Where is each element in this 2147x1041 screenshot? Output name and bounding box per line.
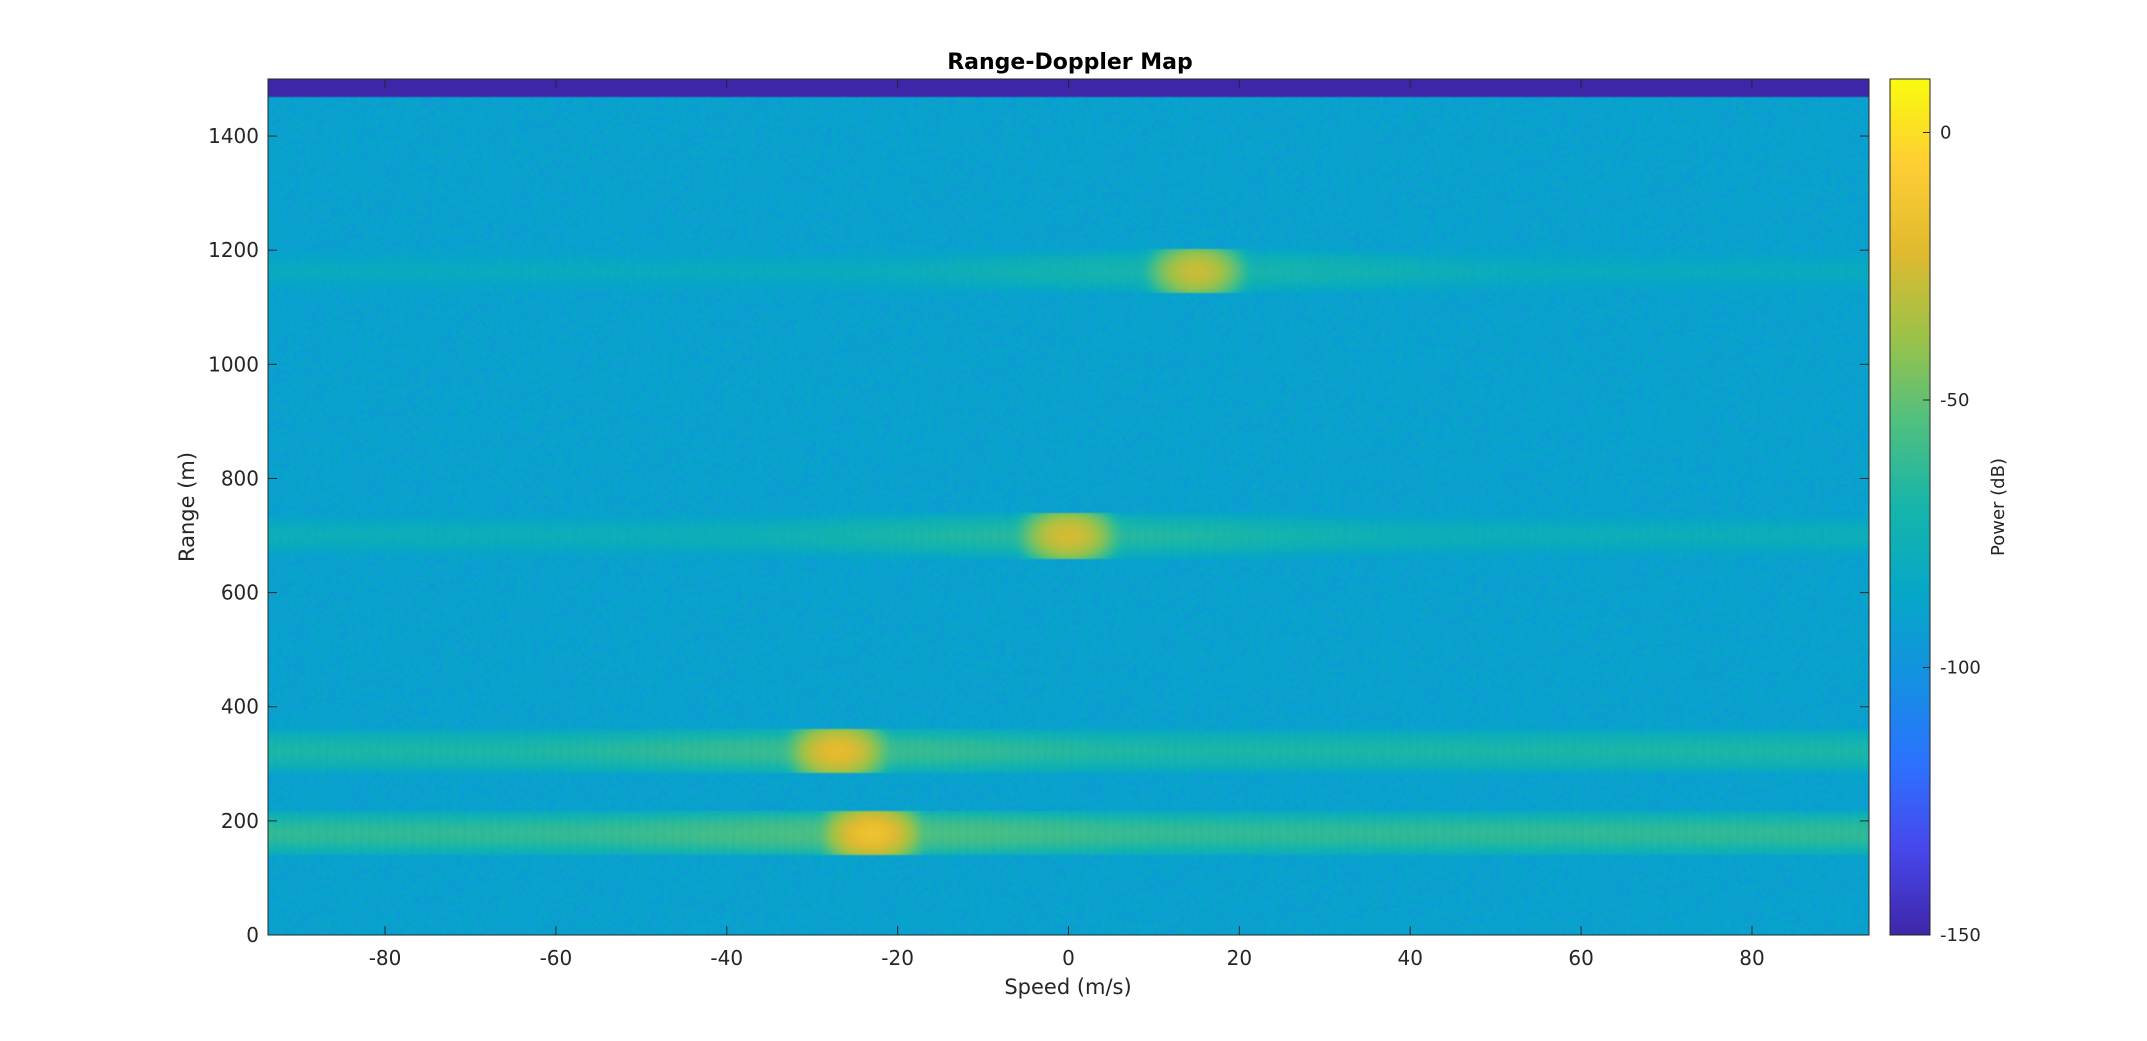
chart-title: Range-Doppler Map (947, 50, 1193, 75)
y-tick-label: 200 (221, 809, 259, 833)
y-tick-label: 1000 (208, 352, 259, 376)
colorbar-ticks: 0 -50 -100 -150 (1923, 123, 1981, 946)
colorbar-tick-label: -150 (1940, 925, 1981, 946)
x-tick-label: -80 (369, 946, 402, 970)
colorbar: 0 -50 -100 -150 Power (dB) (1889, 78, 2009, 946)
x-tick-label: 60 (1568, 946, 1593, 970)
x-axis-label: Speed (m/s) (1004, 975, 1131, 999)
x-tick-label: 40 (1398, 946, 1423, 970)
x-axis-ticks: -80 -60 -40 -20 0 20 40 60 80 (369, 79, 1765, 970)
heatmap-image (268, 79, 1869, 935)
x-tick-label: -20 (881, 946, 914, 970)
y-tick-label: 600 (221, 581, 259, 605)
x-tick-label: -40 (710, 946, 743, 970)
colorbar-tick-label: -50 (1940, 390, 1969, 411)
y-tick-label: 400 (221, 695, 259, 719)
colorbar-label: Power (dB) (1988, 458, 2009, 556)
colorbar-tick-label: -100 (1940, 658, 1981, 679)
y-tick-label: 800 (221, 466, 259, 490)
y-axis-ticks: 0 200 400 600 800 1000 1200 1400 (208, 124, 1869, 947)
y-tick-label: 1200 (208, 238, 259, 262)
y-tick-label: 0 (246, 923, 259, 947)
y-tick-label: 1400 (208, 124, 259, 148)
x-tick-label: -60 (540, 946, 573, 970)
x-tick-label: 20 (1227, 946, 1252, 970)
x-tick-label: 80 (1739, 946, 1764, 970)
colorbar-gradient (1889, 78, 1931, 936)
y-axis-label: Range (m) (175, 452, 199, 562)
x-tick-label: 0 (1062, 946, 1075, 970)
colorbar-tick-label: 0 (1940, 123, 1951, 144)
plot-area (267, 78, 1870, 936)
